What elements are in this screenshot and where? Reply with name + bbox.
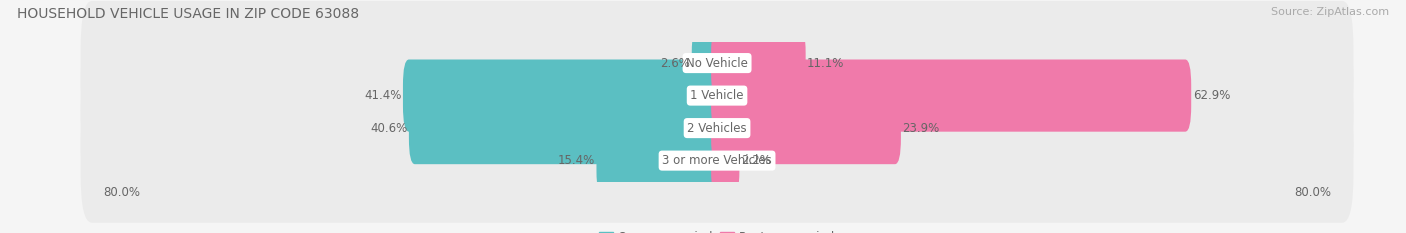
Text: No Vehicle: No Vehicle (686, 57, 748, 70)
Text: 1 Vehicle: 1 Vehicle (690, 89, 744, 102)
FancyBboxPatch shape (711, 27, 806, 99)
Legend: Owner-occupied, Renter-occupied: Owner-occupied, Renter-occupied (593, 226, 841, 233)
FancyBboxPatch shape (404, 59, 723, 132)
FancyBboxPatch shape (596, 124, 723, 197)
Text: 23.9%: 23.9% (903, 122, 939, 135)
FancyBboxPatch shape (409, 92, 723, 164)
Text: 3 or more Vehicles: 3 or more Vehicles (662, 154, 772, 167)
FancyBboxPatch shape (80, 66, 1354, 190)
Text: 11.1%: 11.1% (807, 57, 845, 70)
FancyBboxPatch shape (80, 1, 1354, 125)
FancyBboxPatch shape (692, 27, 723, 99)
Text: 2.2%: 2.2% (741, 154, 770, 167)
Text: 41.4%: 41.4% (364, 89, 402, 102)
Text: 62.9%: 62.9% (1192, 89, 1230, 102)
Text: 40.6%: 40.6% (370, 122, 408, 135)
Text: 15.4%: 15.4% (558, 154, 595, 167)
FancyBboxPatch shape (80, 99, 1354, 223)
FancyBboxPatch shape (711, 124, 740, 197)
FancyBboxPatch shape (80, 34, 1354, 158)
Text: Source: ZipAtlas.com: Source: ZipAtlas.com (1271, 7, 1389, 17)
Text: 2 Vehicles: 2 Vehicles (688, 122, 747, 135)
FancyBboxPatch shape (711, 59, 1191, 132)
FancyBboxPatch shape (711, 92, 901, 164)
Text: 2.6%: 2.6% (661, 57, 690, 70)
Text: HOUSEHOLD VEHICLE USAGE IN ZIP CODE 63088: HOUSEHOLD VEHICLE USAGE IN ZIP CODE 6308… (17, 7, 359, 21)
